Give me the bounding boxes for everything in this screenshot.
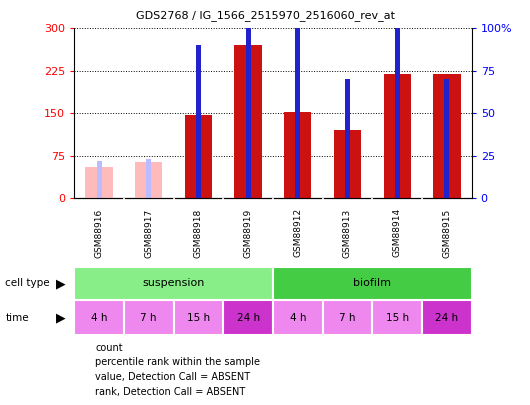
Text: percentile rank within the sample: percentile rank within the sample	[95, 357, 260, 367]
Bar	[185, 115, 212, 198]
Text: 24 h: 24 h	[435, 313, 458, 323]
Text: GSM88914: GSM88914	[393, 208, 402, 258]
Bar	[196, 45, 201, 198]
Bar	[223, 301, 273, 335]
Bar	[146, 159, 151, 198]
Text: ▶: ▶	[56, 311, 66, 324]
Text: GSM88916: GSM88916	[94, 208, 103, 258]
Text: 15 h: 15 h	[386, 313, 409, 323]
Text: ▶: ▶	[56, 277, 66, 290]
Text: GSM88912: GSM88912	[293, 208, 302, 258]
Text: 4 h: 4 h	[289, 313, 306, 323]
Bar	[245, 0, 251, 198]
Bar	[334, 130, 361, 198]
Bar	[85, 167, 113, 198]
Text: 24 h: 24 h	[236, 313, 260, 323]
Bar	[124, 301, 173, 335]
Bar	[273, 301, 323, 335]
Bar	[384, 74, 411, 198]
Bar	[284, 112, 312, 198]
Text: 4 h: 4 h	[91, 313, 107, 323]
Bar	[422, 301, 472, 335]
Text: GSM88915: GSM88915	[443, 208, 452, 258]
Text: cell type: cell type	[5, 279, 50, 288]
Text: suspension: suspension	[143, 279, 205, 288]
Text: value, Detection Call = ABSENT: value, Detection Call = ABSENT	[95, 372, 251, 382]
Text: 15 h: 15 h	[187, 313, 210, 323]
Text: biofilm: biofilm	[354, 279, 391, 288]
Text: 7 h: 7 h	[140, 313, 157, 323]
Bar	[433, 74, 461, 198]
Text: GSM88917: GSM88917	[144, 208, 153, 258]
Bar	[135, 162, 162, 198]
Text: count: count	[95, 343, 123, 352]
Bar	[444, 79, 449, 198]
Text: 7 h: 7 h	[339, 313, 356, 323]
Text: GDS2768 / IG_1566_2515970_2516060_rev_at: GDS2768 / IG_1566_2515970_2516060_rev_at	[136, 10, 394, 21]
Text: time: time	[5, 313, 29, 323]
Bar	[234, 45, 262, 198]
Bar	[173, 301, 223, 335]
Bar	[295, 0, 301, 198]
Text: GSM88913: GSM88913	[343, 208, 352, 258]
Text: rank, Detection Call = ABSENT: rank, Detection Call = ABSENT	[95, 387, 245, 396]
Text: GSM88918: GSM88918	[194, 208, 203, 258]
Bar	[372, 301, 422, 335]
Bar	[345, 79, 350, 198]
Bar	[74, 301, 124, 335]
Bar	[323, 301, 372, 335]
Bar	[96, 161, 102, 198]
Bar	[74, 267, 273, 300]
Bar	[395, 0, 400, 198]
Bar	[273, 267, 472, 300]
Text: GSM88919: GSM88919	[244, 208, 253, 258]
